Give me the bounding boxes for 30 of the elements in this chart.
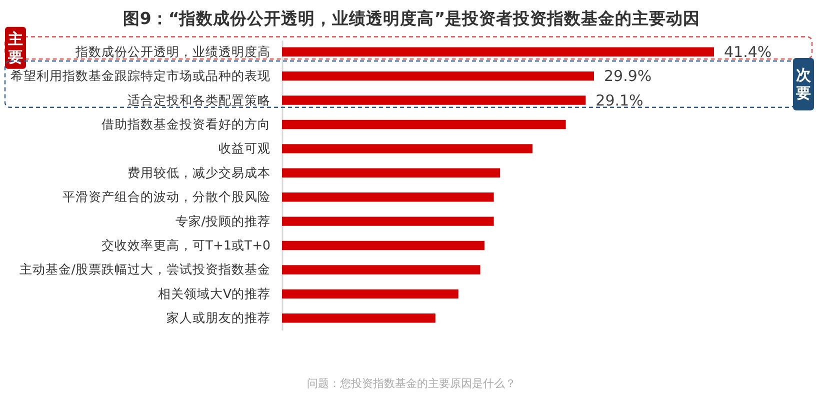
bar: [282, 96, 586, 105]
bar: [282, 216, 494, 226]
y-tick-label: 专家/投顾的推荐: [175, 213, 270, 228]
data-label: 29.1%: [596, 91, 644, 110]
bar: [282, 120, 566, 130]
y-tick-label: 希望利用指数基金跟踪特定市场或品种的表现: [10, 68, 270, 84]
y-tick-label: 交收效率更高，可T+1或T+0: [101, 238, 271, 253]
y-tick-label: 家人或朋友的推荐: [166, 310, 270, 326]
bar: [282, 47, 714, 56]
y-tick-label: 借助指数基金投资看好的方向: [102, 116, 270, 132]
bar: [282, 314, 436, 323]
y-tick-label: 相关领域大V的推荐: [158, 286, 270, 301]
y-tick-label: 指数成份公开透明，业绩透明度高: [74, 44, 270, 59]
chart-title: 图9：“指数成份公开透明，业绩透明度高”是投资者投资指数基金的主要动因: [122, 8, 702, 30]
bar: [282, 289, 458, 299]
data-label: 29.9%: [604, 67, 652, 86]
bar: [282, 168, 500, 178]
text: 次要: [795, 66, 812, 102]
bar: [282, 71, 594, 81]
y-tick-label: 适合定投和各类配置策略: [128, 92, 270, 108]
bar: [282, 144, 532, 154]
y-tick-label: 平滑资产组合的波动，分散个股风险: [62, 189, 270, 204]
text: 问题：您投资指数基金的主要原因是什么？: [306, 376, 517, 391]
bar: [282, 265, 480, 274]
data-label: 41.4%: [724, 42, 772, 61]
bar: [282, 192, 494, 202]
bar: [282, 240, 484, 250]
y-tick-label: 费用较低，减少交易成本: [128, 164, 270, 180]
y-tick-label: 主动基金/股票跌幅过大，尝试投资指数基金: [19, 262, 270, 277]
y-tick-label: 收益可观: [218, 140, 270, 156]
